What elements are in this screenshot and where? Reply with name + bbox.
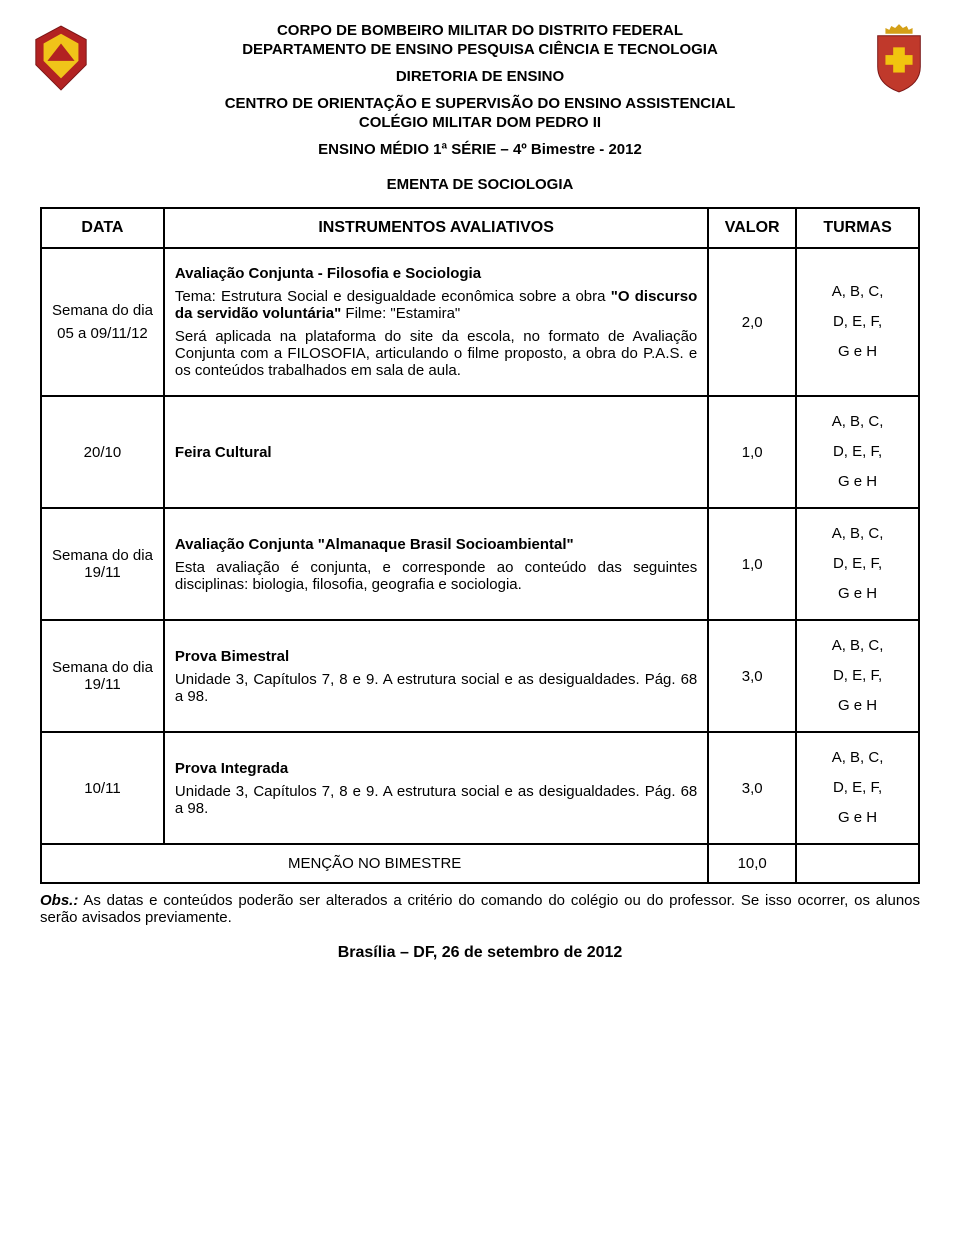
instr-title: Feira Cultural [175, 444, 272, 461]
instr-title: Avaliação Conjunta "Almanaque Brasil Soc… [175, 536, 697, 553]
turmas-line: A, B, C, [807, 631, 908, 661]
turmas-line: G e H [807, 691, 908, 721]
cell-data: Semana do dia 19/11 [41, 508, 164, 620]
cell-instrumentos: Avaliação Conjunta - Filosofia e Sociolo… [164, 248, 708, 396]
th-valor: VALOR [708, 208, 796, 248]
obs-text: As datas e conteúdos poderão ser alterad… [78, 892, 393, 909]
emblem-right-icon [868, 22, 930, 94]
cell-instrumentos: Prova Bimestral Unidade 3, Capítulos 7, … [164, 620, 708, 732]
cell-instrumentos: Feira Cultural [164, 396, 708, 508]
instr-title: Avaliação Conjunta - Filosofia e Sociolo… [175, 265, 697, 282]
cell-data: Semana do dia 19/11 [41, 620, 164, 732]
cell-turmas: A, B, C, D, E, F, G e H [796, 732, 919, 844]
turmas-line: G e H [807, 467, 908, 497]
th-instrumentos: INSTRUMENTOS AVALIATIVOS [164, 208, 708, 248]
instr-text: Filme: "Estamira" [341, 305, 460, 322]
header-line-5: COLÉGIO MILITAR DOM PEDRO II [40, 114, 920, 131]
observation-note: Obs.: As datas e conteúdos poderão ser a… [40, 892, 920, 926]
cell-data: Semana do dia 05 a 09/11/12 [41, 248, 164, 396]
cell-turmas: A, B, C, D, E, F, G e H [796, 620, 919, 732]
instr-paragraph: Unidade 3, Capítulos 7, 8 e 9. A estrutu… [175, 671, 697, 705]
turmas-line: A, B, C, [807, 743, 908, 773]
table-row: Semana do dia 19/11 Avaliação Conjunta "… [41, 508, 919, 620]
table-row: Semana do dia 19/11 Prova Bimestral Unid… [41, 620, 919, 732]
cell-mencao-label: MENÇÃO NO BIMESTRE [41, 844, 708, 883]
cell-valor: 1,0 [708, 396, 796, 508]
table-row: 10/11 Prova Integrada Unidade 3, Capítul… [41, 732, 919, 844]
instr-paragraph: Unidade 3, Capítulos 7, 8 e 9. A estrutu… [175, 783, 697, 817]
th-data: DATA [41, 208, 164, 248]
cell-instrumentos: Avaliação Conjunta "Almanaque Brasil Soc… [164, 508, 708, 620]
cell-valor: 1,0 [708, 508, 796, 620]
cell-data: 10/11 [41, 732, 164, 844]
table-row: 20/10 Feira Cultural 1,0 A, B, C, D, E, … [41, 396, 919, 508]
turmas-line: D, E, F, [807, 549, 908, 579]
turmas-line: A, B, C, [807, 407, 908, 437]
instr-title: Prova Integrada [175, 760, 697, 777]
header-line-1: CORPO DE BOMBEIRO MILITAR DO DISTRITO FE… [40, 22, 920, 39]
footer-date: Brasília – DF, 26 de setembro de 2012 [40, 944, 920, 962]
turmas-line: G e H [807, 337, 908, 367]
table-row-mencao: MENÇÃO NO BIMESTRE 10,0 [41, 844, 919, 883]
header-line-4: CENTRO DE ORIENTAÇÃO E SUPERVISÃO DO ENS… [40, 95, 920, 112]
header-line-3: DIRETORIA DE ENSINO [40, 68, 920, 85]
th-turmas: TURMAS [796, 208, 919, 248]
table-header-row: DATA INSTRUMENTOS AVALIATIVOS VALOR TURM… [41, 208, 919, 248]
emblem-left-icon [30, 22, 92, 94]
turmas-line: D, E, F, [807, 661, 908, 691]
cell-mencao-empty [796, 844, 919, 883]
turmas-line: D, E, F, [807, 773, 908, 803]
header-line-6: ENSINO MÉDIO 1ª SÉRIE – 4º Bimestre - 20… [40, 141, 920, 158]
table-row: Semana do dia 05 a 09/11/12 Avaliação Co… [41, 248, 919, 396]
cell-turmas: A, B, C, D, E, F, G e H [796, 248, 919, 396]
header-line-2: DEPARTAMENTO DE ENSINO PESQUISA CIÊNCIA … [40, 41, 920, 58]
instr-paragraph: Esta avaliação é conjunta, e corresponde… [175, 559, 697, 593]
instr-title: Prova Bimestral [175, 648, 697, 665]
turmas-line: D, E, F, [807, 307, 908, 337]
cell-valor: 3,0 [708, 620, 796, 732]
cell-mencao-valor: 10,0 [708, 844, 796, 883]
section-title: EMENTA DE SOCIOLOGIA [40, 176, 920, 193]
obs-prefix: Obs.: [40, 892, 78, 909]
data-line: 05 a 09/11/12 [52, 325, 153, 342]
cell-instrumentos: Prova Integrada Unidade 3, Capítulos 7, … [164, 732, 708, 844]
cell-valor: 3,0 [708, 732, 796, 844]
document-header: CORPO DE BOMBEIRO MILITAR DO DISTRITO FE… [40, 22, 920, 158]
turmas-line: A, B, C, [807, 277, 908, 307]
data-line: Semana do dia [52, 302, 153, 319]
cell-turmas: A, B, C, D, E, F, G e H [796, 396, 919, 508]
instr-paragraph: Será aplicada na plataforma do site da e… [175, 328, 697, 379]
turmas-line: D, E, F, [807, 437, 908, 467]
turmas-line: G e H [807, 803, 908, 833]
turmas-line: A, B, C, [807, 519, 908, 549]
cell-data: 20/10 [41, 396, 164, 508]
instr-text: Tema: Estrutura Social e desigualdade ec… [175, 288, 611, 305]
instr-paragraph: Tema: Estrutura Social e desigualdade ec… [175, 288, 697, 322]
evaluation-table: DATA INSTRUMENTOS AVALIATIVOS VALOR TURM… [40, 207, 920, 884]
cell-valor: 2,0 [708, 248, 796, 396]
cell-turmas: A, B, C, D, E, F, G e H [796, 508, 919, 620]
turmas-line: G e H [807, 579, 908, 609]
